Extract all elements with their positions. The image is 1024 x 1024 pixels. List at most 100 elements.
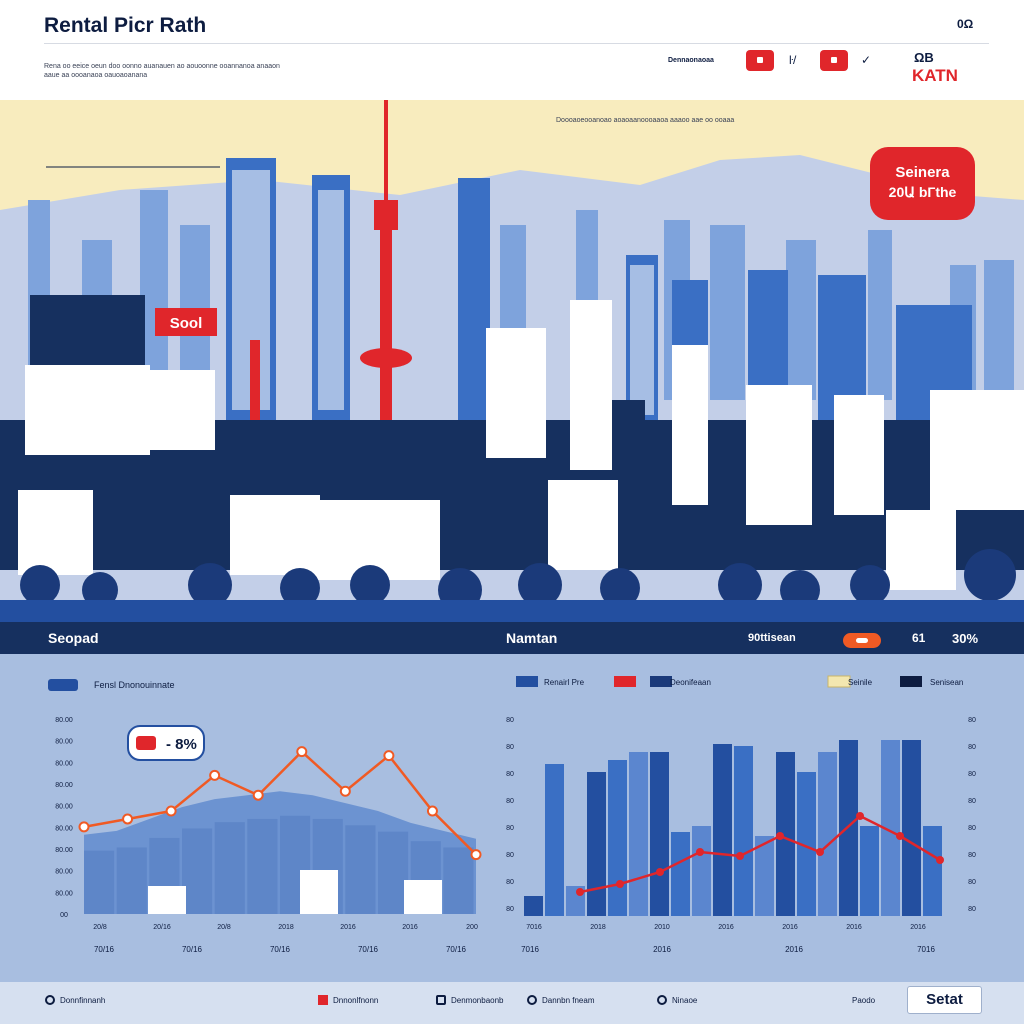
stats-middle-label: Namtan: [506, 630, 558, 646]
footer-item-2[interactable]: Dnnonlfnonn: [318, 995, 378, 1005]
chart2-x-tick-label-secondary: 2016: [785, 945, 803, 954]
chart1-point: [339, 785, 351, 797]
chart2-bar: [776, 752, 795, 916]
chart1-building-icon: [300, 870, 338, 914]
chart2-point: [896, 832, 904, 840]
chart2-y-tick-label: 80: [506, 798, 514, 805]
chart2-y-tick-label-right: 80: [968, 771, 976, 778]
chart1-y-tick-label: 80.00: [55, 739, 73, 746]
chart1-point: [470, 849, 482, 861]
chart2-legend-swatch: [900, 676, 922, 687]
chart2-bar: [650, 752, 669, 916]
chart1-x-tick-label: 200: [466, 924, 478, 931]
check-icon[interactable]: ✓: [861, 53, 872, 67]
red-square-icon: [318, 995, 328, 1005]
stats-right-label: 90ttisean: [748, 632, 796, 644]
chart1-area: [84, 791, 476, 914]
chart1-point: [209, 769, 221, 781]
chart2-bar: [755, 836, 774, 916]
chart2-x-tick-label-secondary: 2016: [653, 945, 671, 954]
chart1-y-tick-label: 80.00: [55, 760, 73, 767]
chart2-legend-swatch: [827, 675, 851, 688]
chart1-y-tick-label: 80.00: [55, 804, 73, 811]
skyline-caption: Doooaoeooanoao aoaoaanoooaaoa aaaoo aae …: [556, 117, 735, 124]
chart1-point: [122, 813, 134, 825]
chart2-legend-label: Renairl Pre: [544, 678, 585, 687]
chart2-point: [816, 848, 824, 856]
city-skyline-illustration: Sool: [0, 100, 1024, 600]
chart2-bar: [881, 740, 900, 916]
stats-right-value: 30%: [952, 631, 979, 646]
circle-icon: [45, 995, 55, 1005]
chart1-area-column: [84, 850, 115, 914]
chart2-point: [656, 868, 664, 876]
controls-label: Dennaonaoaa: [668, 57, 714, 64]
tv-tower: [250, 100, 412, 430]
chart2-y-tick-label-right: 80: [968, 744, 976, 751]
chart2-bar: [692, 826, 711, 916]
chart2-bar: [587, 772, 606, 916]
chart1-x-tick-label-secondary: 70/16: [94, 945, 115, 954]
footer-item-3-label: Denmonbaonb: [451, 995, 504, 1005]
circle-icon: [657, 995, 667, 1005]
chart1-point: [383, 750, 395, 762]
control-button-1[interactable]: [746, 50, 774, 71]
chart2-x-tick-label-secondary: 7016: [521, 945, 539, 954]
footer-item-5[interactable]: Ninaoe: [657, 995, 697, 1005]
near-buildings-white: [18, 300, 1024, 590]
chart1-legend-swatch: [48, 679, 78, 691]
chart1-area-column: [378, 831, 409, 914]
chart2-y-tick-label: 80: [506, 771, 514, 778]
chart1-y-tick-label: 80.00: [55, 890, 73, 897]
chart2-point: [696, 848, 704, 856]
trees: [20, 549, 1016, 600]
stats-toggle[interactable]: [843, 633, 881, 648]
chart1-x-tick-label: 2016: [340, 924, 356, 931]
footer-item-2-label: Dnnonlfnonn: [333, 995, 379, 1005]
top-right-code: 0Ω: [957, 17, 974, 31]
chart1-x-tick-label: 20/8: [93, 924, 107, 931]
chart2-x-tick-label: 2016: [846, 924, 862, 931]
chart2-y-tick-label: 80: [506, 825, 514, 832]
header-description: Rena oo eeice oeun doo oonno auanauen ao…: [44, 63, 280, 79]
footer-item-3[interactable]: Denmonbaonb: [436, 995, 503, 1005]
chart2-y-tick-label: 80: [506, 852, 514, 859]
header-divider: [44, 43, 989, 44]
chart1-annotation: - 8%: [166, 736, 197, 753]
footer: [0, 982, 1024, 1024]
chart2-y-tick-label: 80: [506, 717, 514, 724]
chart2-legend-swatch: [614, 676, 636, 687]
badge-sign: Seinera 20Ա bГthe: [870, 147, 975, 220]
chart1-point: [296, 746, 308, 758]
chart1-y-tick-label: 80.00: [55, 782, 73, 789]
chart2-y-tick-label-right: 80: [968, 798, 976, 805]
chart2-bar: [629, 752, 648, 916]
chart2-bar: [608, 760, 627, 916]
footer-item-4-label: Dannbn fneam: [542, 995, 595, 1005]
stats-left-label: Seopad: [48, 630, 99, 646]
chart2-point: [856, 812, 864, 820]
chart2-y-tick-label-right: 80: [968, 879, 976, 886]
left-sign-text: Sool: [170, 315, 203, 332]
brand-logo: KATN: [912, 66, 958, 85]
footer-item-1[interactable]: Donnfinnanh: [45, 995, 105, 1005]
chart1-x-tick-label: 20/16: [153, 924, 171, 931]
chart1-point: [165, 805, 177, 817]
start-button[interactable]: Setat: [907, 986, 982, 1014]
chart2-legend-swatch: [516, 676, 538, 687]
chart2-y-tick-label-right: 80: [968, 825, 976, 832]
footer-item-4[interactable]: Dannbn fneam: [527, 995, 594, 1005]
chart1-x-tick-label: 2016: [402, 924, 418, 931]
brand-mark: ΩΒ: [914, 50, 934, 65]
chart2-point: [936, 856, 944, 864]
chart1-x-tick-label-secondary: 70/16: [270, 945, 291, 954]
chart2-x-tick-label: 2010: [654, 924, 670, 931]
chart1-x-tick-label-secondary: 70/16: [358, 945, 379, 954]
control-button-2[interactable]: [820, 50, 848, 71]
chart2-legend-label: Seinile: [848, 678, 873, 687]
chart2-x-tick-label: 2016: [718, 924, 734, 931]
chart2-bar: [923, 826, 942, 916]
slash-icon[interactable]: ŀ/: [789, 53, 797, 67]
left-sign: Sool: [155, 308, 217, 336]
chart2-bar: [860, 826, 879, 916]
